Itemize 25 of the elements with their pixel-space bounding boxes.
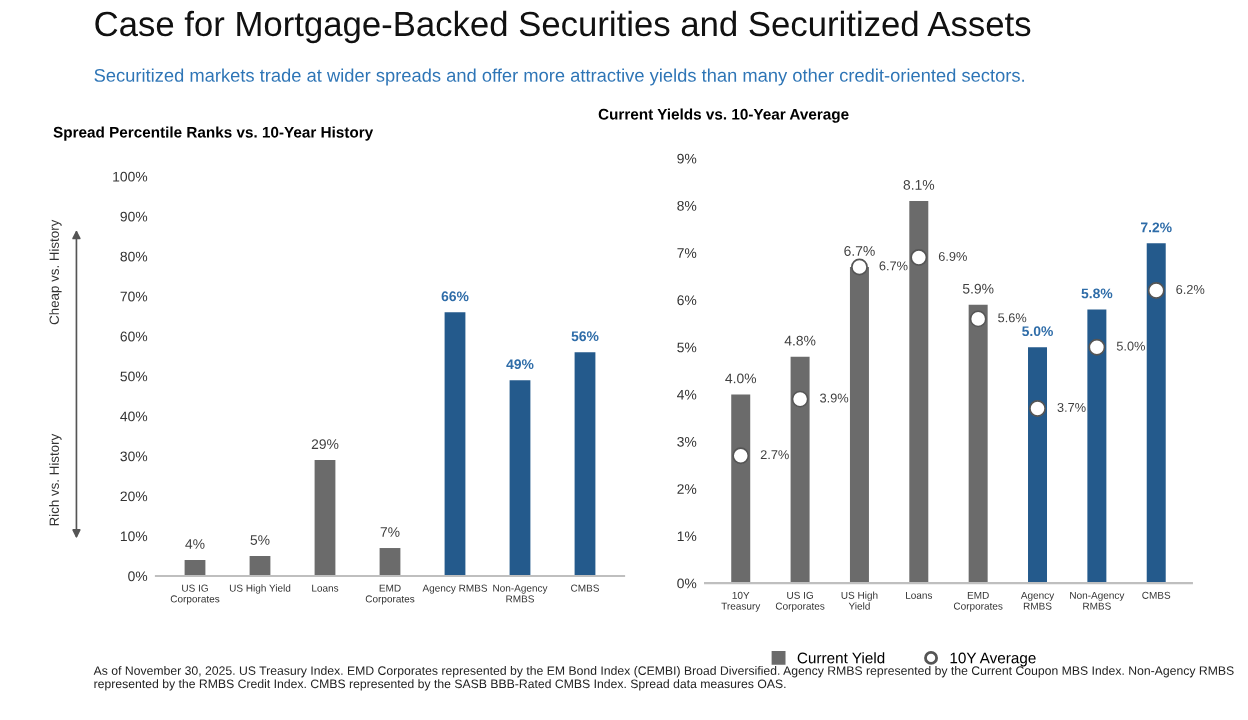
bar [968,304,988,584]
point [791,390,809,408]
point [1029,400,1046,418]
bar [1146,243,1166,584]
point [1088,338,1106,356]
bar [790,356,810,584]
bar [444,312,466,576]
bar [379,548,401,576]
bar [249,556,271,576]
text: Securitized markets trade at wider spreads and offer more attractive yields than many other credit-oriented sectors. [94,68,1024,86]
point [1147,282,1165,300]
bar [731,394,751,584]
point [732,447,750,465]
bar [909,200,929,584]
bar [314,460,336,576]
bar [574,352,596,576]
point [969,310,987,328]
bar [509,380,531,576]
text: Case for Mortgage-Backed Securities and Securitized Assets [95,10,1031,44]
bar [849,266,869,584]
bar [1028,347,1048,584]
point [851,258,868,276]
bar [1087,309,1107,584]
bar [184,560,206,576]
point [910,249,928,266]
